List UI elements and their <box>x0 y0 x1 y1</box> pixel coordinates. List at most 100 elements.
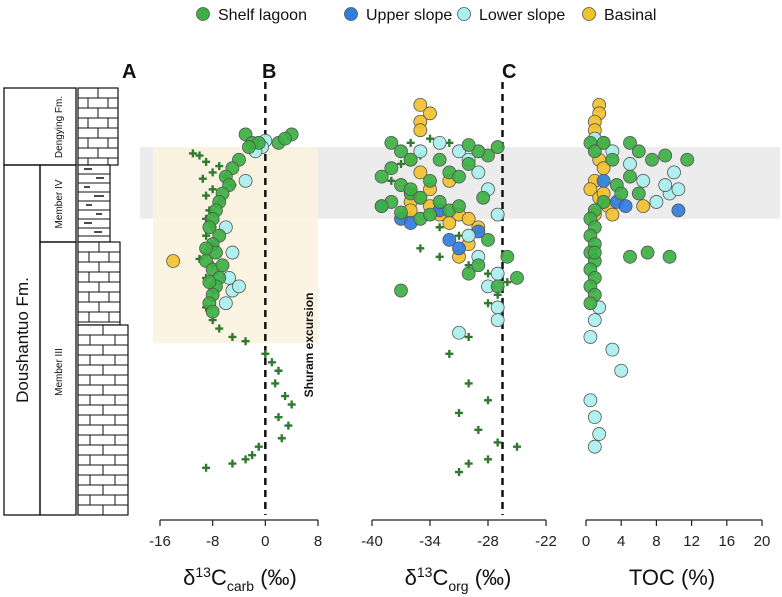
legend-label-basinal: Basinal <box>604 7 656 24</box>
point-b-cross-1 <box>195 151 204 160</box>
point-toc-lower-slope-13 <box>583 393 598 408</box>
point-b-cross-0 <box>188 149 197 158</box>
point-b-cross-24 <box>228 332 237 341</box>
lithology-brick-dengying <box>77 87 119 166</box>
panel-label-b: B <box>262 61 276 83</box>
panel-b: B Shuram excursion -16 -8 0 8 δ13Ccarb (‰) <box>149 61 322 594</box>
point-b-cross-5 <box>198 174 207 183</box>
point-c-cross-15 <box>484 299 492 308</box>
x-axis-label-b: δ13Ccarb (‰) <box>183 564 297 594</box>
point-b-cross-30 <box>281 392 290 401</box>
point-toc-lower-slope-3 <box>636 173 651 188</box>
point-b-shelf-lagoon-26 <box>215 258 230 273</box>
point-b-cross-33 <box>284 421 293 430</box>
point-c-shelf-lagoon-26 <box>476 190 491 205</box>
point-c-shelf-lagoon-16 <box>403 182 418 197</box>
ticks-b: -16 -8 0 8 <box>149 520 322 550</box>
point-c-lower-slope-9 <box>490 266 505 281</box>
point-toc-basinal-13 <box>605 207 620 222</box>
legend-marker-upper-slope <box>344 7 358 21</box>
point-toc-lower-slope-16 <box>587 439 602 454</box>
point-toc-lower-slope-14 <box>587 410 602 425</box>
point-toc-shelf-lagoon-12 <box>596 195 611 209</box>
x-label-b-sup: 13 <box>195 564 211 580</box>
point-c-cross-4 <box>397 159 405 168</box>
point-c-shelf-lagoon-27 <box>500 249 515 264</box>
point-c-cross-20 <box>455 408 463 417</box>
point-c-cross-12 <box>484 269 492 278</box>
point-toc-lower-slope-7 <box>658 178 673 192</box>
point-b-cross-38 <box>228 459 237 468</box>
point-b-cross-25 <box>241 337 250 346</box>
point-c-shelf-lagoon-33 <box>471 258 486 273</box>
legend: Shelf lagoon Upper slope Lower slope Bas… <box>196 7 656 24</box>
tick-label-toc-0: 0 <box>582 533 590 550</box>
x-label-b-c: C <box>211 565 227 590</box>
point-c-cross-16 <box>464 332 473 341</box>
formation-label-doushantuo: Doushantuo Fm. <box>13 277 32 403</box>
point-toc-lower-slope-10 <box>587 313 602 328</box>
point-b-cross-23 <box>215 324 224 333</box>
point-c-cross-13 <box>503 278 512 287</box>
shuram-annotation: Shuram excursion <box>302 293 316 398</box>
point-b-shelf-lagoon-15 <box>202 220 217 235</box>
tick-label-c-3: -22 <box>535 533 557 550</box>
tick-label-c-1: -34 <box>419 533 441 550</box>
x-label-c-sub: org <box>448 578 468 594</box>
point-b-lower-slope-9 <box>218 296 233 311</box>
point-c-shelf-lagoon-1 <box>394 144 408 159</box>
point-toc-shelf-lagoon-8 <box>680 152 695 167</box>
point-c-cross-10 <box>435 252 444 261</box>
panel-label-a: A <box>122 61 136 83</box>
point-b-cross-39 <box>202 463 211 472</box>
point-b-cross-27 <box>267 358 276 367</box>
point-c-shelf-lagoon-17 <box>423 173 437 188</box>
point-toc-lower-slope-17 <box>583 330 598 344</box>
point-c-shelf-lagoon-32 <box>394 283 408 298</box>
x-axis-label-toc: TOC (%) <box>629 565 715 590</box>
point-toc-shelf-lagoon-11 <box>614 186 629 201</box>
point-c-shelf-lagoon-0 <box>384 135 399 150</box>
point-toc-shelf-lagoon-28 <box>662 249 677 264</box>
lithology-brick-member-iii-lower <box>77 324 129 516</box>
point-b-shelf-lagoon-5 <box>278 131 292 146</box>
point-toc-upper-slope-3 <box>596 173 611 188</box>
point-c-shelf-lagoon-22 <box>471 144 486 159</box>
point-c-basinal-0 <box>413 97 428 112</box>
panel-c: C -40 -34 -28 -22 δ13Corg (‰) <box>361 61 557 594</box>
point-c-shelf-lagoon-25 <box>432 152 447 167</box>
point-c-shelf-lagoon-19 <box>461 157 476 171</box>
point-c-shelf-lagoon-28 <box>510 270 524 285</box>
point-b-lower-slope-10 <box>232 279 246 294</box>
point-toc-shelf-lagoon-1 <box>587 144 602 159</box>
point-toc-shelf-lagoon-5 <box>631 144 646 159</box>
legend-entry-lower-slope: Lower slope <box>457 7 565 24</box>
point-b-cross-31 <box>287 400 296 409</box>
point-b-cross-9 <box>202 191 211 200</box>
legend-label-upper-slope: Upper slope <box>366 7 452 24</box>
tick-label-toc-5: 20 <box>754 533 771 550</box>
point-c-lower-slope-6 <box>490 207 505 222</box>
x-label-b-delta: δ <box>183 565 195 590</box>
point-c-lower-slope-12 <box>490 313 505 328</box>
tick-label-c-2: -28 <box>477 533 499 550</box>
point-c-cross-1 <box>426 134 434 143</box>
point-toc-shelf-lagoon-3 <box>605 152 620 167</box>
legend-label-shelf-lagoon: Shelf lagoon <box>218 7 307 24</box>
formation-box-dengying <box>3 87 77 166</box>
point-toc-lower-slope-15 <box>592 427 607 441</box>
x-label-c-sup: 13 <box>417 564 433 580</box>
tick-label-toc-4: 16 <box>718 533 735 550</box>
legend-marker-shelf-lagoon <box>196 7 210 21</box>
point-c-basinal-3 <box>413 123 428 138</box>
x-label-c-unit: (‰) <box>469 565 512 590</box>
point-c-shelf-lagoon-30 <box>461 266 476 281</box>
point-toc-lower-slope-4 <box>649 195 664 209</box>
point-c-upper-slope-4 <box>452 241 466 256</box>
point-c-cross-18 <box>464 379 473 388</box>
point-c-upper-slope-3 <box>442 233 457 247</box>
tick-label-c-0: -40 <box>361 533 383 550</box>
legend-marker-basinal <box>582 7 596 21</box>
formation-label-dengying: Dengying Fm. <box>54 96 65 158</box>
point-toc-shelf-lagoon-25 <box>587 245 602 260</box>
